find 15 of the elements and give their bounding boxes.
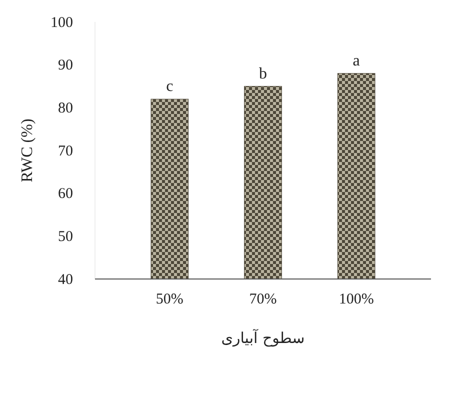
annotation: c	[166, 78, 174, 96]
y-tick-label: 100	[50, 14, 73, 31]
y-tick-label: 60	[58, 186, 73, 202]
y-tick-label: 80	[58, 100, 73, 116]
y-tick-label: 50	[58, 228, 73, 245]
x-tick-label: 50%	[156, 292, 184, 308]
annotation: b	[259, 65, 267, 82]
x-tick-label: 100%	[338, 292, 374, 308]
y-tick-label: 90	[58, 58, 73, 74]
y-axis-title: RWC (%)	[19, 118, 36, 182]
annotation: a	[352, 52, 360, 70]
x-tick-label: 70%	[249, 292, 277, 308]
y-tick-label: 40	[58, 272, 73, 288]
x-axis-title: سطوح آبیاری	[221, 328, 305, 347]
y-tick-label: 70	[58, 143, 73, 160]
